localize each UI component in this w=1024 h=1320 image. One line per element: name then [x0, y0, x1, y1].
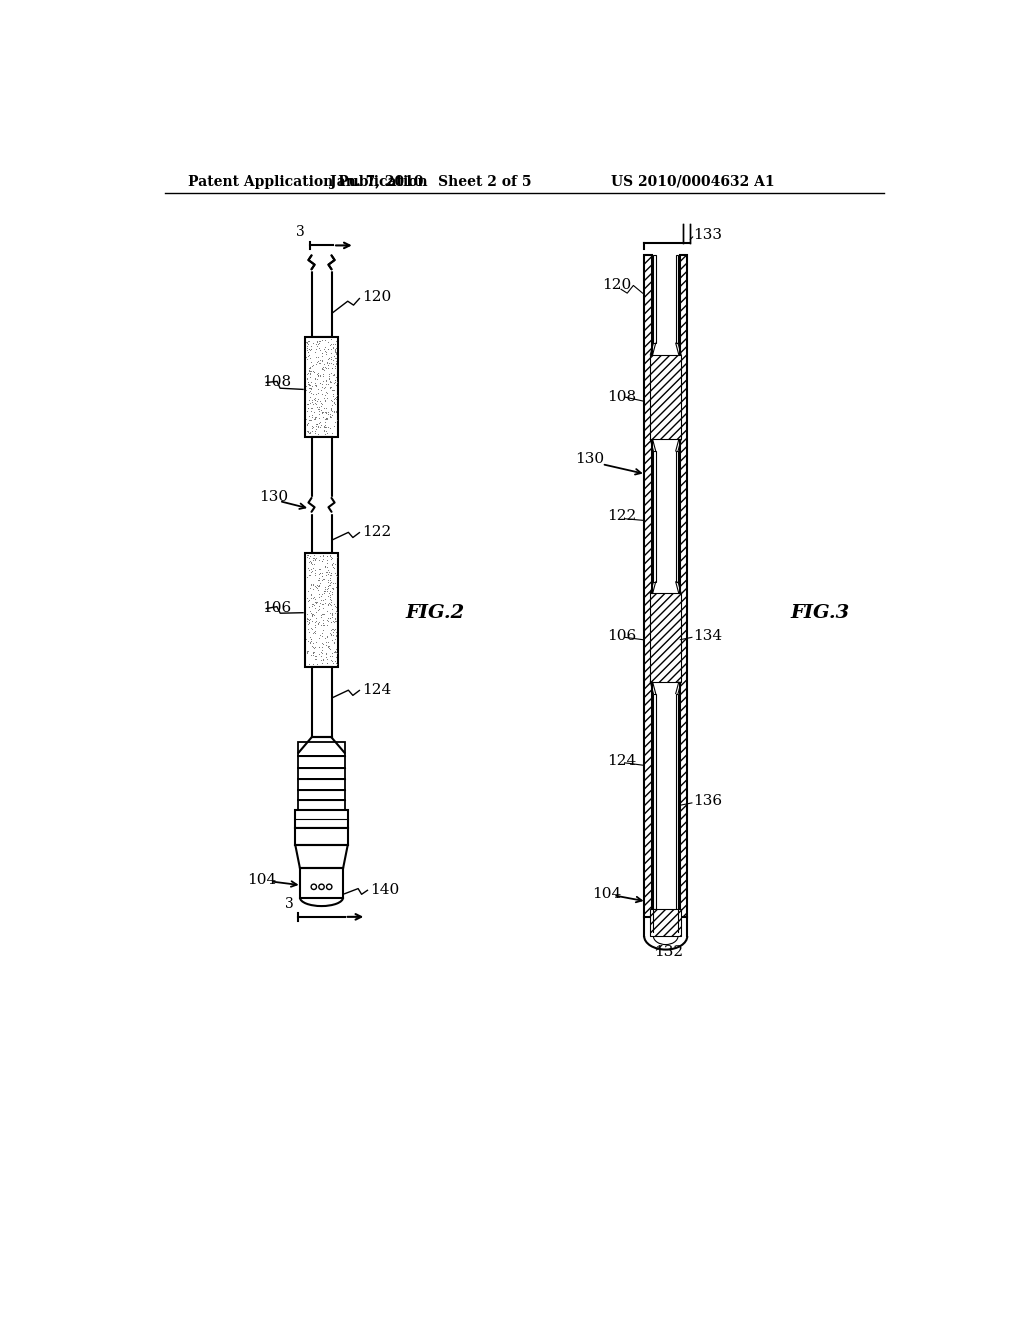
Bar [311, 667, 332, 738]
Bar [311, 437, 332, 506]
Text: US 2010/0004632 A1: US 2010/0004632 A1 [611, 174, 774, 189]
Text: 140: 140 [370, 883, 399, 896]
Polygon shape [330, 498, 334, 512]
Bar [298, 742, 345, 756]
Text: 104: 104 [592, 887, 621, 900]
Bar [298, 800, 345, 810]
Bar [298, 756, 345, 768]
Bar [676, 255, 678, 343]
Polygon shape [309, 255, 313, 271]
Bar [680, 255, 687, 917]
Bar [295, 810, 348, 829]
Bar [295, 829, 348, 845]
Polygon shape [330, 255, 334, 271]
Bar [644, 255, 652, 917]
Bar [653, 451, 655, 582]
Bar [298, 779, 345, 789]
Text: 133: 133 [693, 228, 722, 243]
Text: 132: 132 [654, 945, 683, 958]
Bar [311, 503, 332, 553]
Text: 120: 120 [362, 290, 391, 304]
Circle shape [318, 884, 325, 890]
Text: 130: 130 [574, 451, 604, 466]
Bar [650, 594, 681, 682]
Text: 120: 120 [602, 279, 631, 293]
Bar [650, 355, 681, 440]
Text: 124: 124 [607, 754, 637, 767]
Text: FIG.2: FIG.2 [406, 603, 464, 622]
Polygon shape [309, 499, 334, 511]
Bar [676, 693, 678, 909]
Text: 134: 134 [693, 628, 723, 643]
Text: 3: 3 [296, 226, 305, 239]
Bar [300, 869, 343, 898]
Text: 136: 136 [693, 795, 723, 808]
Text: 104: 104 [248, 873, 276, 887]
Bar [650, 909, 681, 936]
Text: 130: 130 [259, 490, 289, 504]
Text: 108: 108 [262, 375, 292, 388]
Text: 108: 108 [607, 391, 636, 404]
Polygon shape [309, 498, 313, 512]
Text: 122: 122 [362, 525, 391, 539]
Bar [304, 337, 339, 437]
Bar [298, 768, 345, 779]
Circle shape [311, 884, 316, 890]
Circle shape [327, 884, 332, 890]
Text: FIG.3: FIG.3 [791, 603, 849, 622]
Polygon shape [309, 255, 313, 271]
Text: 122: 122 [607, 510, 637, 524]
Bar [653, 255, 655, 343]
Polygon shape [683, 224, 689, 243]
Text: 124: 124 [362, 682, 391, 697]
Bar [676, 451, 678, 582]
Bar [653, 693, 655, 909]
Text: Jan. 7, 2010   Sheet 2 of 5: Jan. 7, 2010 Sheet 2 of 5 [330, 174, 531, 189]
Bar [298, 789, 345, 800]
Text: 106: 106 [262, 601, 292, 615]
Text: 3: 3 [285, 896, 294, 911]
Bar [311, 263, 332, 271]
Polygon shape [330, 255, 334, 271]
Polygon shape [309, 256, 334, 268]
Bar [311, 263, 332, 337]
Text: 106: 106 [607, 628, 637, 643]
Bar [304, 553, 339, 667]
Text: Patent Application Publication: Patent Application Publication [188, 174, 428, 189]
